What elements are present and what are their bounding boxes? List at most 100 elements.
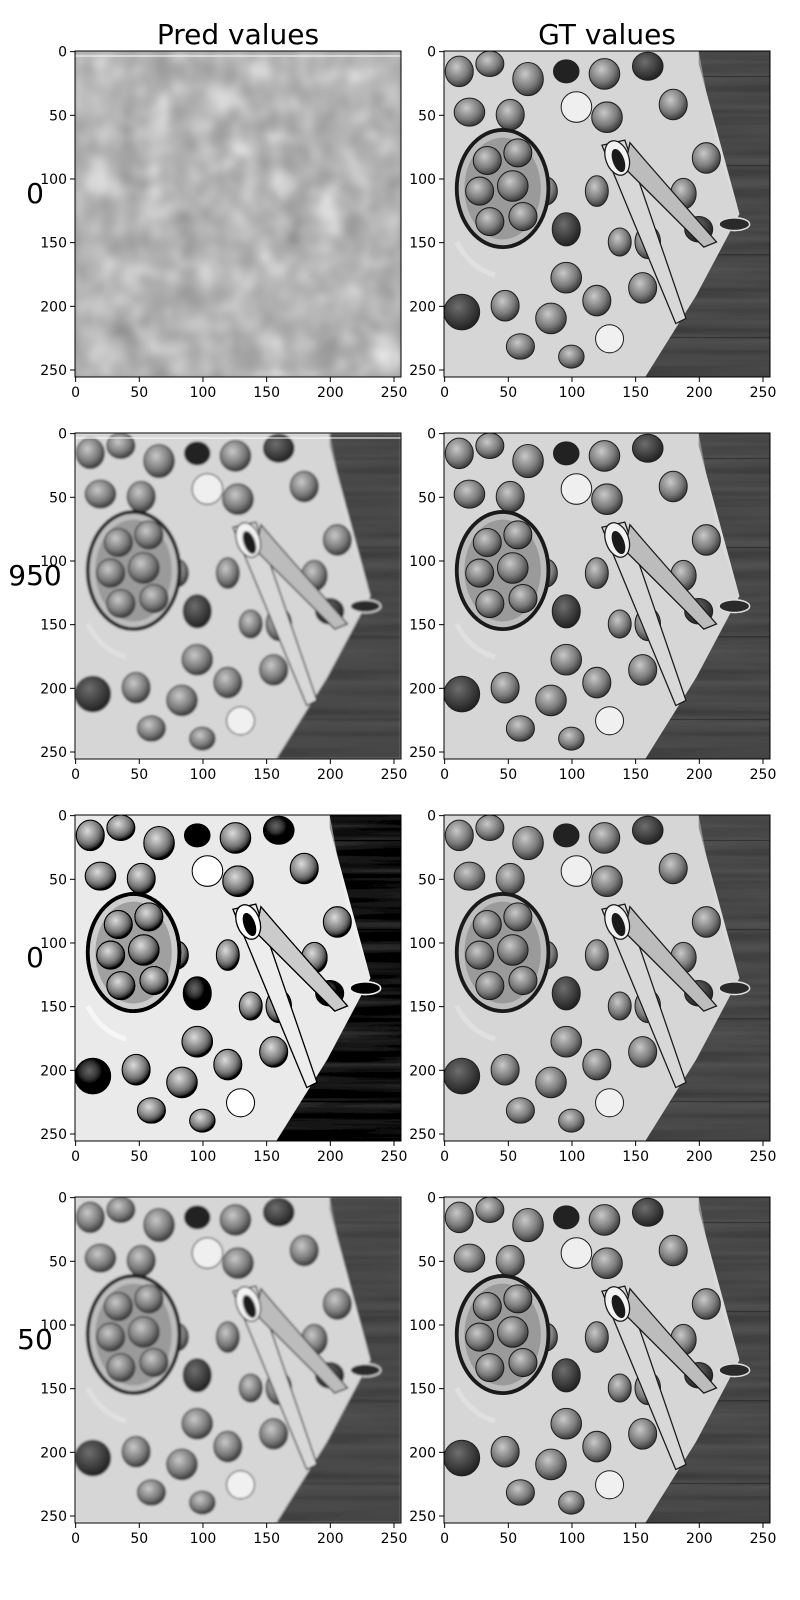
y-tick-label: 250 [409,1509,436,1525]
y-tick-label: 50 [418,490,436,506]
y-tick-label: 100 [40,936,67,952]
x-tick-label: 250 [750,767,777,783]
x-tick-label: 0 [71,1149,80,1165]
y-tick-label: 250 [40,1509,67,1525]
x-tick-label: 150 [622,1531,649,1547]
y-tick-label: 50 [418,1254,436,1270]
x-tick-label: 50 [130,767,148,783]
y-tick-label: 150 [409,618,436,634]
x-tick-label: 0 [440,385,449,401]
x-tick-label: 250 [381,385,408,401]
y-tick-label: 200 [40,1063,67,1079]
x-tick-label: 150 [622,385,649,401]
y-tick-label: 150 [40,1382,67,1398]
x-tick-label: 0 [440,1531,449,1547]
y-tick-label: 200 [40,1445,67,1461]
y-tick-label: 0 [427,45,436,61]
axes-frame [443,814,771,1142]
x-tick-label: 0 [71,767,80,783]
x-tick-label: 100 [190,1531,217,1547]
y-tick-label: 50 [49,490,67,506]
x-tick-label: 150 [253,1531,280,1547]
y-tick-label: 100 [40,554,67,570]
y-tick-label: 100 [409,554,436,570]
row-label: 0 [26,177,44,210]
x-tick-label: 250 [750,1149,777,1165]
x-tick-label: 100 [559,1531,586,1547]
x-tick-label: 0 [71,385,80,401]
x-tick-label: 200 [317,767,344,783]
axes-frame [74,814,402,1142]
y-tick-label: 200 [409,1445,436,1461]
x-tick-label: 100 [190,767,217,783]
y-tick-label: 150 [40,1000,67,1016]
y-tick-label: 100 [40,172,67,188]
x-tick-label: 150 [622,767,649,783]
x-tick-label: 100 [559,767,586,783]
y-tick-label: 0 [58,45,67,61]
x-tick-label: 200 [686,1531,713,1547]
column-title-pred: Pred values [157,18,319,51]
axes-frame [74,1196,402,1524]
row-label: 50 [17,1323,53,1356]
y-tick-label: 150 [40,618,67,634]
y-tick-label: 200 [409,1063,436,1079]
x-tick-label: 200 [317,1531,344,1547]
y-tick-label: 100 [409,172,436,188]
axes-frame [443,432,771,760]
y-tick-label: 200 [40,299,67,315]
y-tick-label: 150 [40,236,67,252]
x-tick-label: 100 [559,1149,586,1165]
x-tick-label: 250 [381,767,408,783]
x-tick-label: 50 [499,767,517,783]
x-tick-label: 50 [130,1149,148,1165]
y-tick-label: 50 [418,872,436,888]
y-tick-label: 0 [58,1191,67,1207]
axes-frame [74,432,402,760]
x-tick-label: 0 [71,1531,80,1547]
axes-frame [443,1196,771,1524]
x-tick-label: 0 [440,767,449,783]
x-tick-label: 200 [686,385,713,401]
x-tick-label: 250 [381,1149,408,1165]
axes-frame [74,50,402,378]
y-tick-label: 0 [427,809,436,825]
x-tick-label: 100 [559,385,586,401]
x-tick-label: 100 [190,385,217,401]
x-tick-label: 200 [686,1149,713,1165]
x-tick-label: 200 [317,385,344,401]
row-label: 0 [26,941,44,974]
y-tick-label: 250 [40,1127,67,1143]
y-tick-label: 250 [40,363,67,379]
y-tick-label: 0 [427,427,436,443]
y-tick-label: 0 [58,809,67,825]
x-tick-label: 150 [253,385,280,401]
y-tick-label: 250 [409,745,436,761]
y-tick-label: 50 [49,872,67,888]
y-tick-label: 200 [409,299,436,315]
x-tick-label: 250 [750,1531,777,1547]
x-tick-label: 50 [499,1149,517,1165]
y-tick-label: 100 [40,1318,67,1334]
y-tick-label: 50 [418,108,436,124]
x-tick-label: 50 [130,1531,148,1547]
column-title-gt: GT values [538,18,676,51]
x-tick-label: 0 [440,1149,449,1165]
y-tick-label: 100 [409,1318,436,1334]
y-tick-label: 200 [409,681,436,697]
x-tick-label: 200 [686,767,713,783]
y-tick-label: 50 [49,108,67,124]
x-tick-label: 50 [499,385,517,401]
x-tick-label: 150 [253,767,280,783]
y-tick-label: 150 [409,1382,436,1398]
y-tick-label: 150 [409,1000,436,1016]
